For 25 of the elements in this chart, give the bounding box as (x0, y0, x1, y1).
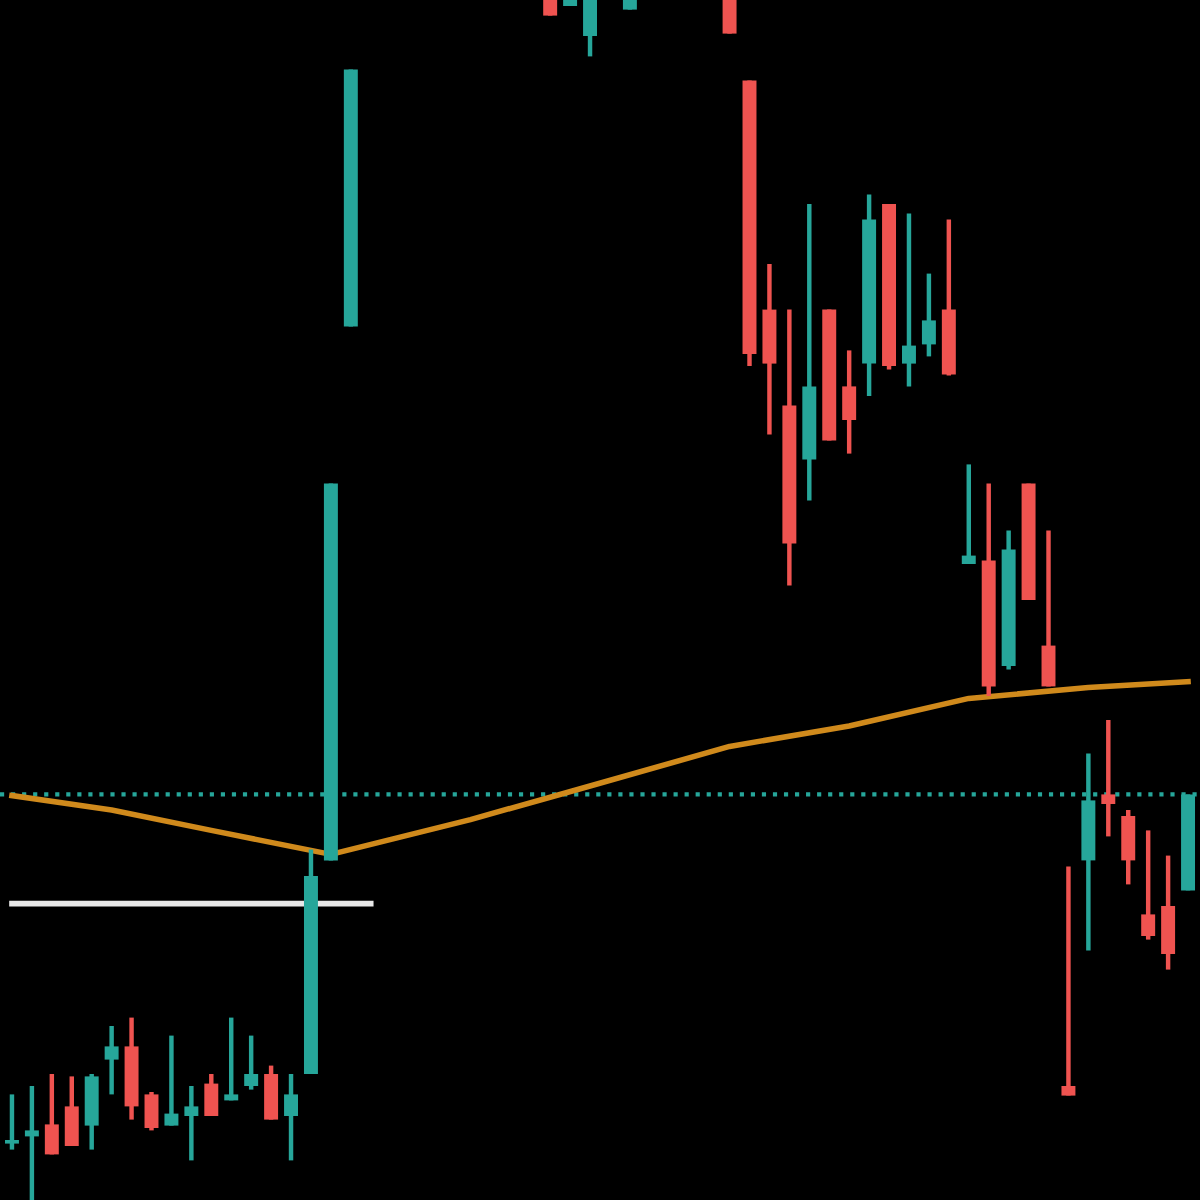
candlestick (1121, 807, 1136, 887)
candlestick (901, 211, 916, 389)
candlestick (842, 348, 857, 456)
candlestick (264, 1063, 279, 1122)
candlestick (1141, 828, 1156, 942)
candlestick (1101, 717, 1116, 839)
candlestick (224, 1015, 239, 1103)
candlestick (284, 1071, 299, 1163)
candlestick (583, 0, 598, 59)
candlestick (244, 1033, 259, 1092)
candlestick (104, 1023, 119, 1097)
candlestick (722, 0, 737, 36)
candlestick (144, 1089, 159, 1133)
candlestick (1161, 853, 1176, 972)
candlestick (24, 1083, 39, 1200)
candlestick (204, 1071, 219, 1119)
candlestick (184, 1083, 199, 1163)
candlestick (961, 462, 976, 567)
candlestick (64, 1074, 79, 1149)
candlestick (1041, 528, 1056, 689)
candlestick (4, 1092, 19, 1152)
candlestick (921, 271, 936, 359)
candlestick (44, 1071, 59, 1157)
candlestick (164, 1033, 179, 1128)
candlestick (1061, 864, 1076, 1098)
